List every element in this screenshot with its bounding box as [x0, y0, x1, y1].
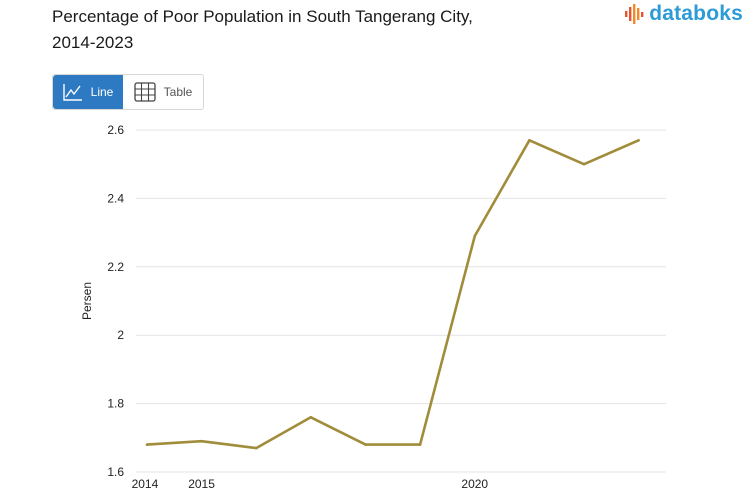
chart-title-line-2: 2014-2023	[52, 33, 134, 52]
data-point	[145, 443, 149, 446]
brand-name: databoks	[649, 2, 743, 25]
series-line	[146, 139, 640, 450]
brand-logo: databoks	[624, 2, 743, 26]
data-point	[254, 446, 258, 450]
data-point	[364, 443, 367, 446]
x-tick-label: 2020	[461, 477, 488, 491]
data-point	[309, 415, 313, 419]
data-point	[200, 439, 203, 443]
y-tick-label: 2.2	[107, 260, 124, 274]
chart-title-line-1: Percentage of Poor Population in South T…	[52, 7, 473, 26]
chart-title: Percentage of Poor Population in South T…	[52, 4, 572, 56]
line-view-label: Line	[90, 85, 114, 99]
line-chart-icon	[62, 84, 82, 101]
y-tick-label: 2.6	[107, 123, 124, 137]
x-tick-label: 2014	[132, 477, 159, 491]
data-point	[473, 234, 477, 238]
data-point	[637, 138, 640, 142]
table-view-button[interactable]: Table	[123, 75, 203, 109]
table-view-label: Table	[163, 85, 193, 99]
data-point	[582, 162, 586, 166]
y-tick-label: 1.8	[107, 397, 124, 411]
y-tick-label: 2	[117, 328, 124, 342]
y-tick-label: 2.4	[107, 191, 124, 205]
data-point	[418, 443, 422, 446]
y-axis-title: Persen	[80, 282, 94, 320]
table-grid-icon	[134, 82, 156, 102]
line-view-button[interactable]: Line	[53, 75, 123, 109]
x-tick-label: 2015	[188, 477, 215, 491]
y-tick-label: 1.6	[107, 465, 124, 479]
data-point	[528, 138, 531, 142]
view-toggle: Line Table	[52, 74, 204, 110]
databoks-logo-icon	[625, 4, 644, 24]
